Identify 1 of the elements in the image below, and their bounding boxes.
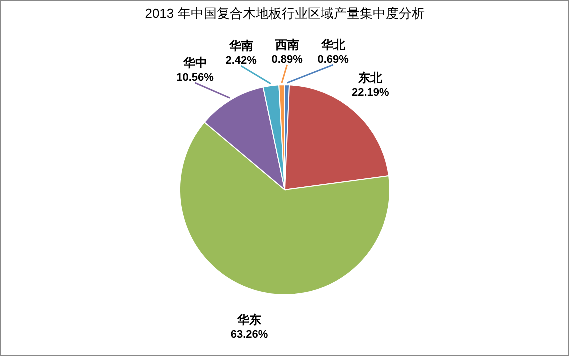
chart-title: 2013 年中国复合木地板行业区域产量集中度分析: [145, 6, 425, 21]
